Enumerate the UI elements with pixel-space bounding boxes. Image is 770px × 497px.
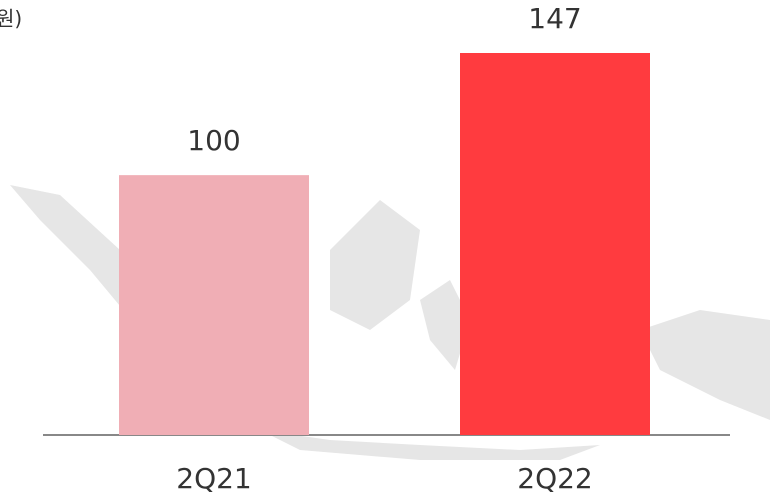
unit-label: 원) [0, 7, 22, 31]
bar [460, 53, 650, 435]
x-tick-label: 2Q21 [176, 462, 251, 495]
value-label: 100 [187, 124, 240, 157]
value-label: 147 [528, 2, 581, 35]
bar [119, 175, 309, 435]
x-tick-label: 2Q22 [517, 462, 592, 495]
